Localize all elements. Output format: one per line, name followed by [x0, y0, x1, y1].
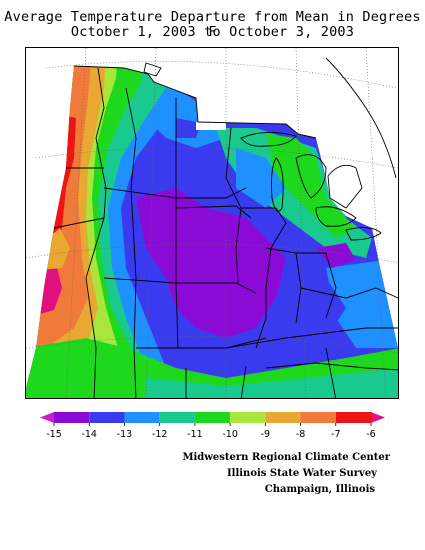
temperature-contours	[26, 66, 398, 398]
legend-label: -9	[261, 429, 270, 440]
legend-label: -12	[152, 429, 168, 440]
legend-swatch	[124, 412, 160, 423]
legend-label: -13	[117, 429, 133, 440]
legend-swatch	[230, 412, 266, 423]
legend-label: -6	[366, 429, 375, 440]
legend-color-bar	[40, 412, 385, 423]
legend-label: -14	[81, 429, 97, 440]
temperature-departure-map	[25, 47, 399, 399]
legend-swatch	[265, 412, 301, 423]
color-legend: -15 -14 -13 -12 -11 -10 -9 -8 -7 -6	[40, 412, 385, 452]
legend-label: -10	[222, 429, 238, 440]
legend-label: -8	[296, 429, 305, 440]
legend-swatch	[371, 412, 385, 423]
legend-label: -11	[187, 429, 203, 440]
legend-swatch	[54, 412, 90, 423]
credit-location: Champaign, Illinois	[264, 484, 375, 495]
legend-swatch	[40, 412, 54, 423]
legend-swatch	[89, 412, 125, 423]
credit-center: Midwestern Regional Climate Center	[182, 452, 390, 463]
legend-swatch	[335, 412, 371, 423]
legend-labels: -15 -14 -13 -12 -11 -10 -9 -8 -7 -6	[46, 423, 376, 440]
legend-swatch	[194, 412, 231, 423]
state-boundaries	[53, 57, 398, 398]
legend-swatch	[159, 412, 195, 423]
credit-survey: Illinois State Water Survey	[226, 468, 377, 479]
map-title: Average Temperature Departure from Mean …	[4, 9, 421, 40]
legend-label: -15	[46, 429, 62, 440]
legend-label: -7	[331, 429, 340, 440]
map-date-range: October 1, 2003 to October 3, 2003	[70, 24, 355, 40]
legend-swatch	[300, 412, 336, 423]
graticule	[26, 48, 398, 398]
